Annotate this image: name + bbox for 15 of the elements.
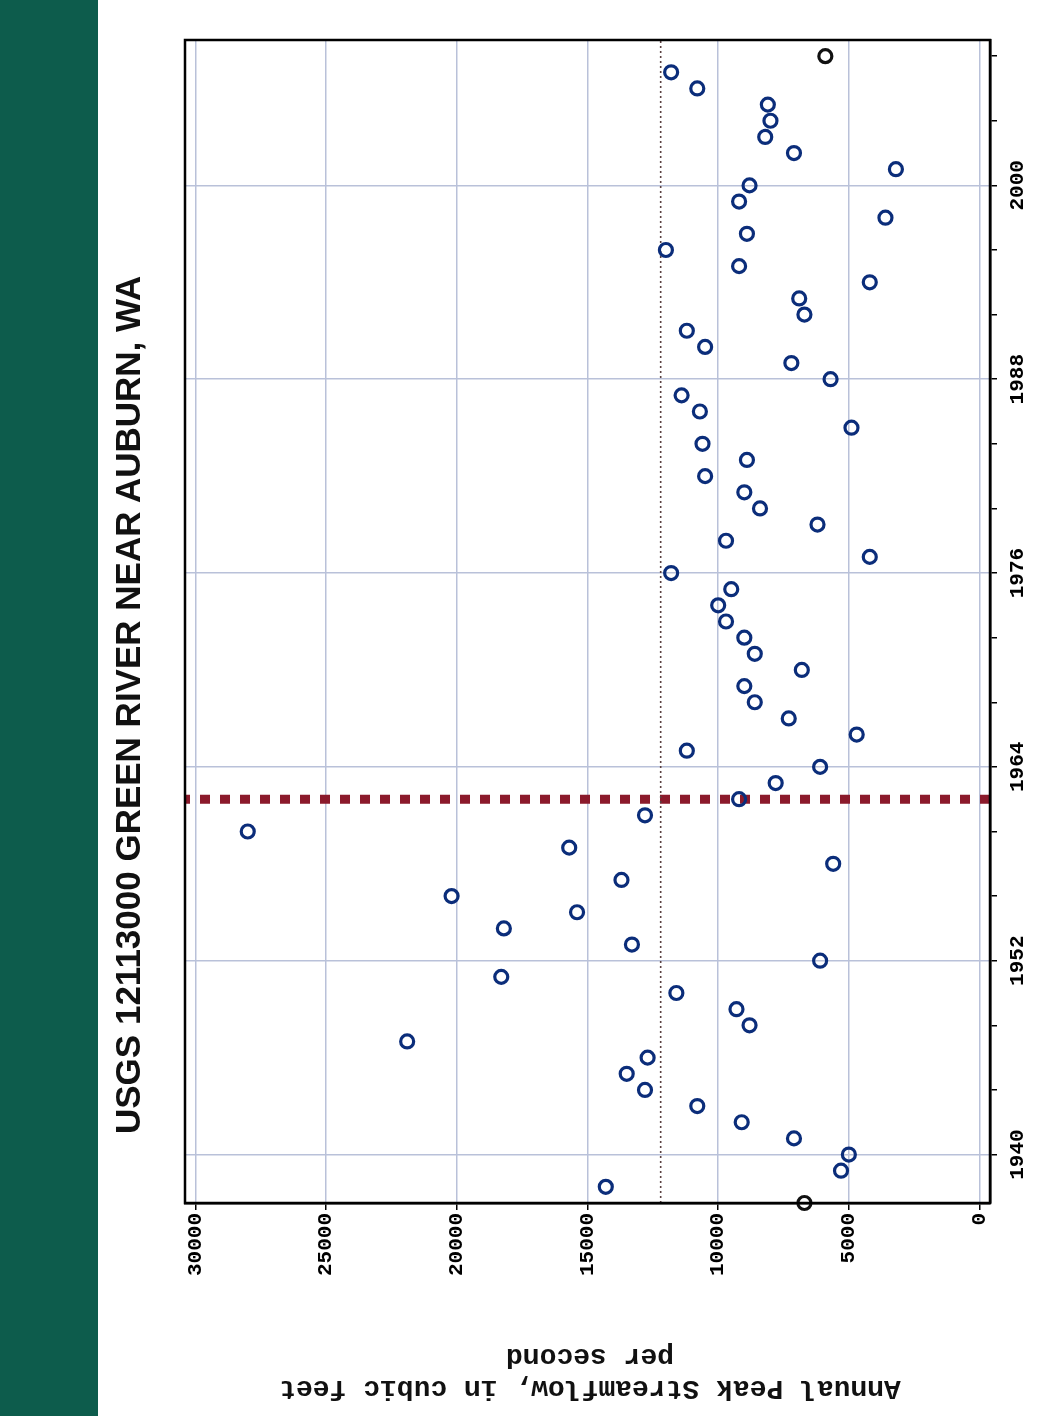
x-tick-label: 10000 [706, 1213, 730, 1277]
x-tick-label: 15000 [575, 1213, 599, 1277]
text: USGS 12113000 GREEN RIVER NEAR AUBURN, WA [108, 274, 148, 1137]
y-tick-label: 1964 [1006, 741, 1030, 793]
y-tick-label: 1976 [1006, 547, 1030, 599]
x-tick-label: 0 [967, 1213, 991, 1226]
y-tick-label: 2000 [1006, 160, 1030, 211]
x-tick-label: 25000 [314, 1213, 338, 1277]
x-tick-label: 30000 [183, 1213, 207, 1277]
y-tick-label: 1940 [1006, 1129, 1030, 1180]
x-tick-label: 20000 [445, 1213, 469, 1277]
x-axis-title: Annual Peak Streamflow, in cubic feet per second [278, 1340, 902, 1404]
y-tick-label: 1952 [1006, 935, 1030, 986]
y-tick-label: 1988 [1006, 354, 1030, 405]
x-tick-label: 5000 [837, 1213, 861, 1264]
